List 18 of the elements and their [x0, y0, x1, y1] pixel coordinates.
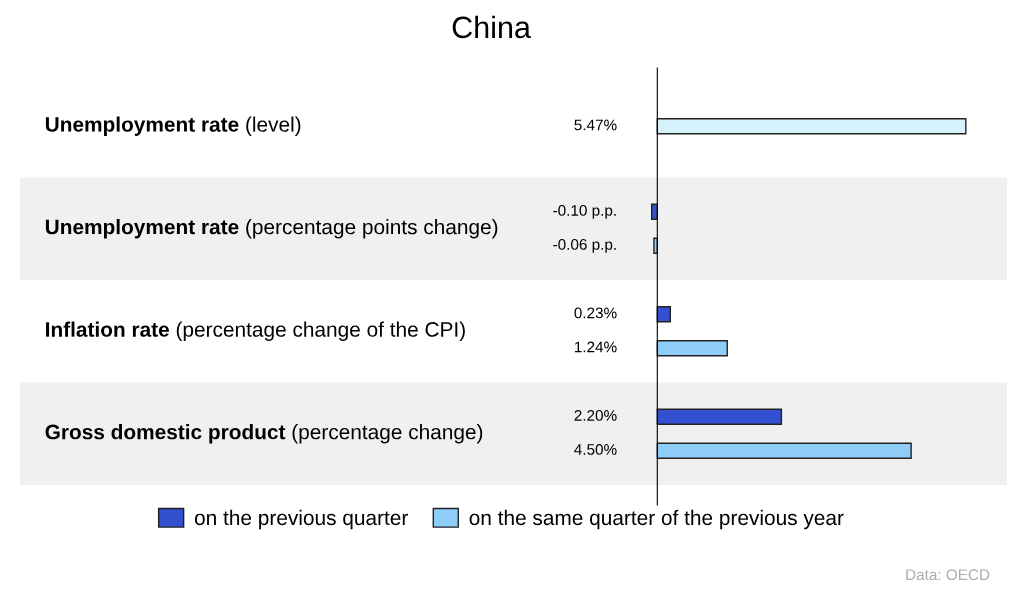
bar: [656, 408, 783, 425]
y-tick-label: Unemployment rate (level): [45, 116, 301, 136]
chart-title: China: [452, 15, 531, 39]
data-label: -0.10 p.p.: [553, 205, 616, 219]
y-tick-label: Inflation rate (percentage change of the CPI): [46, 321, 465, 341]
data-label: -0.06 p.p.: [553, 239, 616, 253]
bar: [656, 340, 728, 357]
data-label: 5.47%: [574, 119, 617, 131]
bar: [656, 442, 912, 459]
data-label: 1.24%: [574, 341, 617, 353]
data-label: 0.23%: [574, 307, 617, 319]
data-label: 2.20%: [574, 410, 617, 421]
text: Data: OECD: [906, 569, 990, 581]
legend-label: on the previous quarter: [194, 509, 408, 530]
y-tick-label: Gross domestic product (percentage change): [45, 424, 483, 444]
legend-label: on the same quarter of the previous year: [469, 509, 844, 530]
y-tick-label: Unemployment rate (percentage points change): [45, 219, 498, 239]
data-label: 4.50%: [574, 444, 617, 455]
